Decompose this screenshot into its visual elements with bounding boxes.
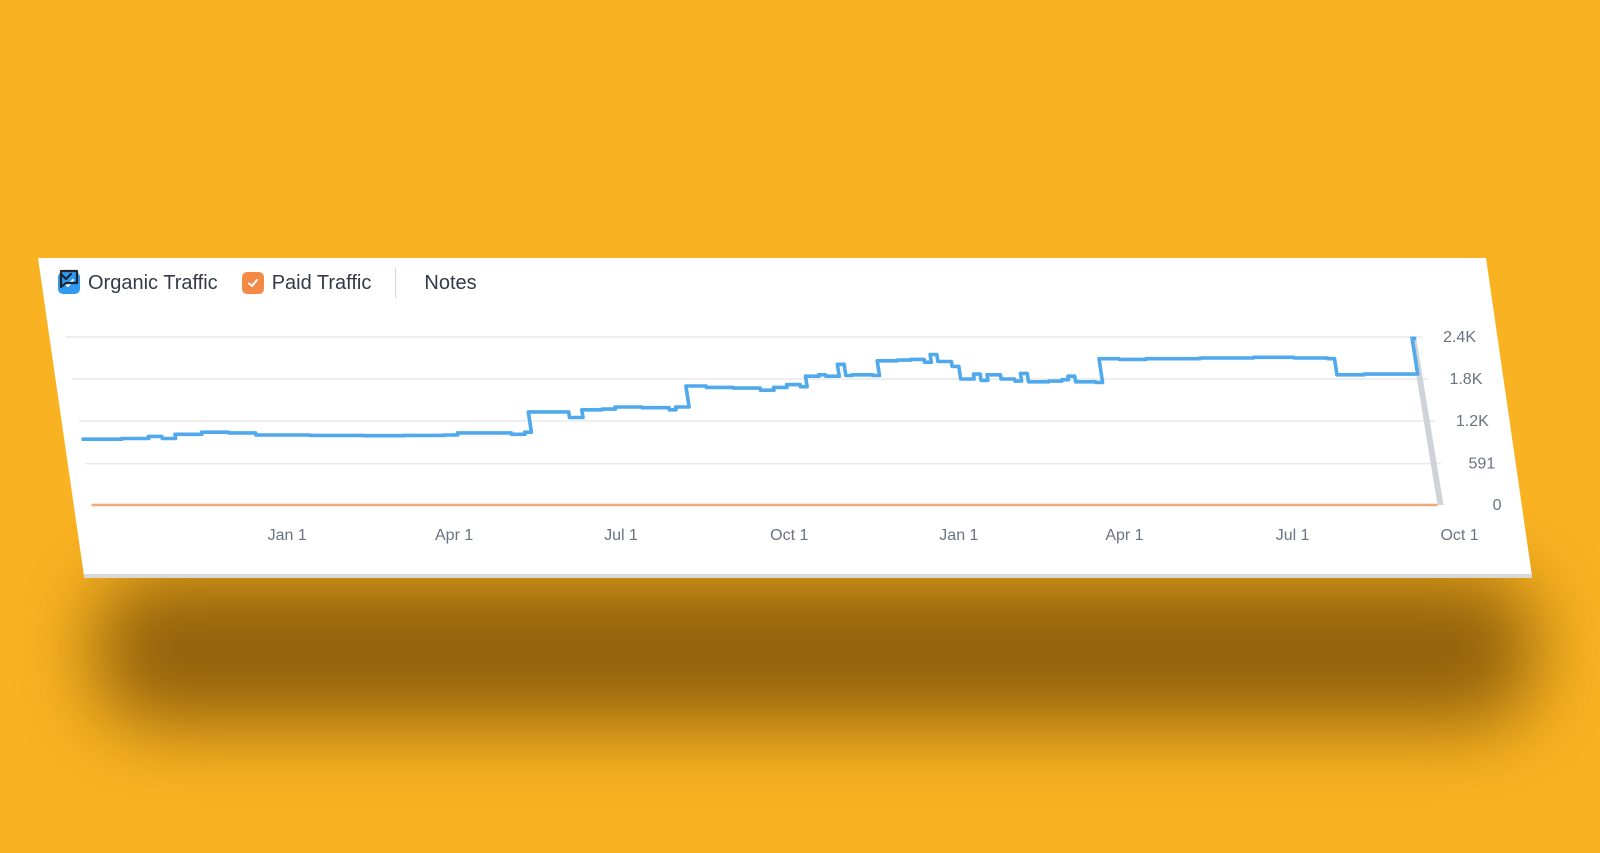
y-tick-label: 1.2K bbox=[1456, 413, 1489, 430]
x-tick-label: Oct 1 bbox=[770, 527, 808, 544]
paid-traffic-label: Paid Traffic bbox=[271, 271, 372, 294]
notes-label: Notes bbox=[424, 271, 477, 294]
x-tick-label: Jul 1 bbox=[604, 527, 638, 544]
card-shadow bbox=[95, 575, 1535, 725]
notes-dropdown[interactable]: Notes bbox=[59, 269, 484, 295]
y-tick-label: 591 bbox=[1469, 456, 1496, 473]
x-tick-label: Jan 1 bbox=[939, 527, 978, 544]
chart-legend: Organic Traffic Paid Traffic Notes bbox=[58, 268, 485, 298]
organic-traffic-spike bbox=[1410, 336, 1420, 376]
legend-paid-traffic[interactable]: Paid Traffic bbox=[241, 271, 372, 295]
y-tick-label: 1.8K bbox=[1449, 371, 1482, 388]
y-tick-label: 0 bbox=[1493, 497, 1502, 514]
legend-divider bbox=[395, 268, 397, 298]
legend-organic-traffic[interactable]: Organic Traffic bbox=[58, 272, 218, 295]
organic-traffic-line bbox=[81, 352, 1420, 441]
x-tick-label: Oct 1 bbox=[1440, 527, 1478, 544]
paid-checkbox-icon[interactable] bbox=[241, 272, 264, 294]
y-tick-label: 2.4K bbox=[1443, 329, 1476, 346]
card-bottom-edge bbox=[84, 574, 1532, 578]
x-tick-label: Apr 1 bbox=[1105, 527, 1143, 544]
x-tick-label: Jul 1 bbox=[1276, 527, 1310, 544]
right-axis-band bbox=[1410, 337, 1444, 505]
x-tick-label: Jan 1 bbox=[268, 527, 307, 544]
x-tick-label: Apr 1 bbox=[435, 527, 473, 544]
organic-traffic-label: Organic Traffic bbox=[88, 271, 218, 294]
